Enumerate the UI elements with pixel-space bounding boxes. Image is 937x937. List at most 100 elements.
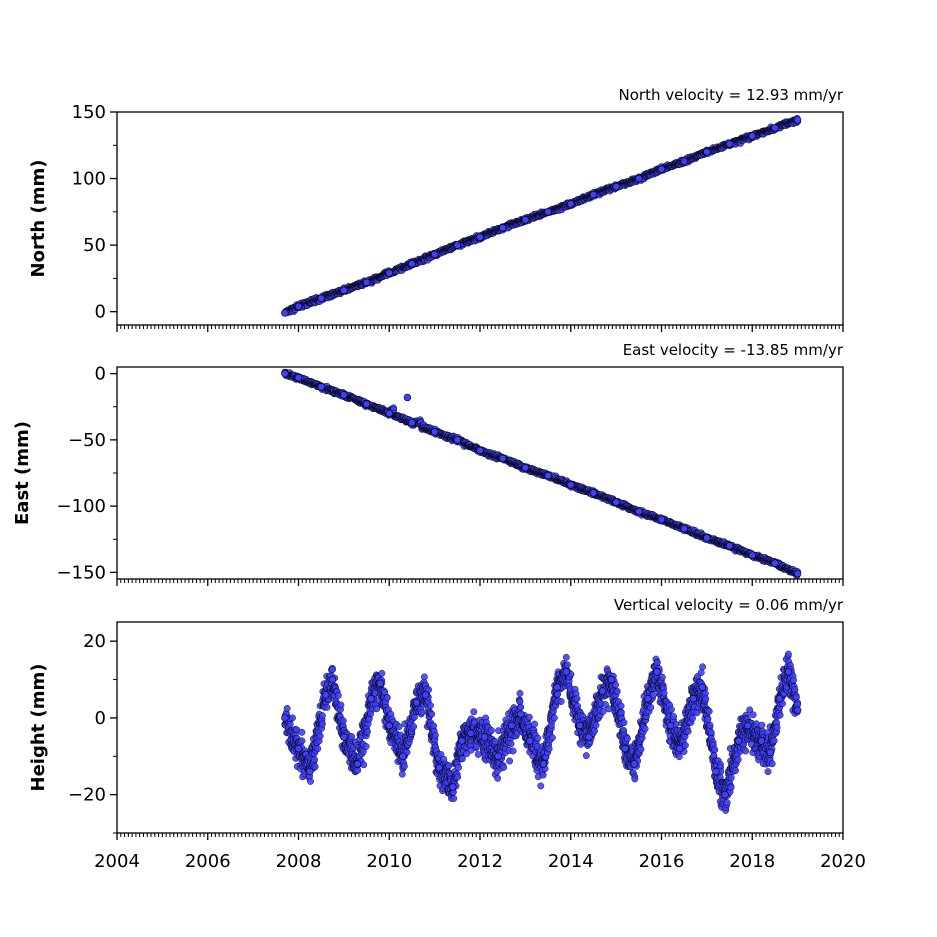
height-cloud-point: [410, 723, 418, 731]
east-data-point: [725, 542, 734, 550]
east-point-cloud: [281, 368, 802, 579]
east-data-point: [476, 446, 484, 455]
height-cloud-point: [289, 714, 296, 722]
height-cloud-point: [431, 732, 439, 739]
east-data-point: [403, 393, 412, 402]
east-panel: 0 −50 −100 −150 East velocity = -13.85 mm/yr…: [12, 341, 844, 586]
height-cloud-point: [474, 750, 482, 758]
north-data-point: [521, 216, 530, 224]
height-cloud-point: [395, 723, 403, 731]
east-data-point: [317, 383, 325, 391]
north-data-point: [657, 165, 666, 173]
east-data-point: [340, 391, 348, 399]
height-cloud-point: [455, 764, 462, 771]
north-data-point: [589, 190, 598, 199]
height-cloud-point: [491, 738, 499, 746]
east-y-tick-label: 0: [95, 364, 106, 385]
north-y-tick-label: 150: [72, 102, 106, 123]
height-cloud-point: [500, 763, 508, 771]
height-cloud-point: [400, 762, 408, 770]
height-cloud-point: [450, 795, 458, 802]
north-point-cloud: [281, 114, 802, 317]
north-data-point: [771, 124, 779, 132]
east-y-tick-label: −150: [57, 562, 106, 583]
north-data-point: [385, 269, 393, 277]
height-cloud-point: [283, 705, 291, 712]
north-data-point: [294, 302, 303, 311]
height-cloud-point: [323, 703, 331, 711]
north-data-point: [748, 132, 756, 140]
height-cloud-point: [316, 732, 324, 740]
height-cloud-point: [445, 762, 453, 769]
north-data-point: [725, 140, 734, 148]
east-data-point: [362, 400, 371, 408]
height-cloud-point: [329, 666, 336, 674]
height-cloud-point: [286, 720, 294, 728]
east-data-point: [589, 489, 598, 497]
east-data-point: [430, 428, 439, 436]
height-cloud-point: [307, 777, 314, 785]
east-data-point: [385, 409, 393, 418]
height-cloud-point: [454, 773, 462, 781]
east-data-point: [771, 559, 779, 567]
north-data-point: [362, 278, 371, 287]
height-cloud-point: [418, 708, 426, 716]
north-data-point: [317, 294, 325, 303]
height-cloud-point: [348, 732, 355, 740]
north-data-point: [635, 174, 643, 183]
height-cloud-point: [363, 728, 371, 736]
east-y-axis-label: East (mm): [12, 421, 33, 525]
east-data-point: [635, 507, 643, 516]
height-cloud-point: [360, 761, 368, 769]
north-data-point: [453, 241, 462, 249]
east-data-point: [703, 534, 711, 542]
north-data-point: [680, 157, 688, 165]
east-data-point: [793, 569, 802, 578]
east-data-point: [748, 551, 756, 559]
east-y-tick-label: −100: [57, 496, 106, 517]
height-cloud-point: [383, 694, 391, 702]
height-cloud-point: [311, 763, 319, 771]
north-data-point: [430, 250, 439, 259]
height-cloud-point: [362, 743, 370, 750]
east-data-point: [498, 454, 507, 463]
height-cloud-point: [339, 717, 347, 725]
east-velocity-title: East velocity = -13.85 mm/yr: [623, 341, 844, 359]
height-cloud-point: [428, 710, 436, 718]
height-cloud-point: [314, 745, 322, 753]
height-cloud-point: [298, 737, 306, 745]
height-cloud-point: [318, 720, 326, 728]
east-data-point: [544, 471, 552, 480]
east-data-point: [281, 369, 289, 378]
north-data-point: [544, 208, 552, 216]
height-cloud-point: [334, 691, 342, 699]
height-cloud-point: [420, 673, 428, 681]
height-cloud-point: [378, 669, 386, 677]
east-data-point: [657, 515, 666, 524]
height-cloud-point: [318, 712, 326, 720]
height-cloud-point: [470, 708, 478, 716]
east-data-point: [294, 373, 303, 382]
north-y-axis-label: North (mm): [28, 160, 49, 278]
north-data-point: [567, 200, 575, 208]
east-y-tick-label: −50: [68, 430, 106, 451]
north-data-point: [476, 233, 484, 241]
east-data-point: [521, 464, 530, 472]
north-y-tick-label: 100: [72, 169, 106, 190]
north-y-tick-label: 50: [83, 235, 106, 256]
north-data-point: [408, 260, 416, 268]
height-cloud-point: [298, 728, 306, 736]
east-data-point: [453, 436, 462, 444]
east-data-point: [567, 481, 575, 489]
east-data-point: [680, 524, 688, 533]
height-cloud-point: [311, 756, 319, 764]
north-data-point: [340, 286, 348, 295]
north-y-tick-label: 0: [95, 302, 106, 323]
east-data-point: [612, 498, 620, 506]
north-data-point: [703, 148, 711, 156]
height-point-cloud: [281, 650, 802, 814]
east-data-point: [408, 418, 416, 427]
